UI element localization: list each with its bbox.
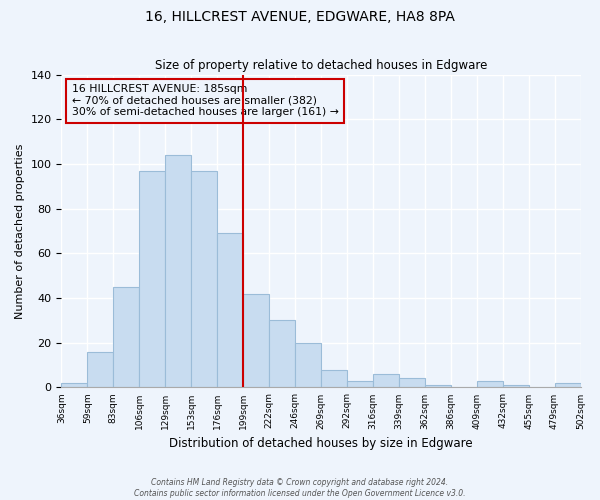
Bar bbox=[399, 378, 425, 388]
Bar bbox=[88, 352, 113, 388]
Bar bbox=[321, 370, 347, 388]
Bar bbox=[295, 342, 321, 388]
Bar bbox=[217, 233, 243, 388]
Bar bbox=[503, 385, 529, 388]
Y-axis label: Number of detached properties: Number of detached properties bbox=[15, 144, 25, 318]
Bar bbox=[373, 374, 399, 388]
Text: 16, HILLCREST AVENUE, EDGWARE, HA8 8PA: 16, HILLCREST AVENUE, EDGWARE, HA8 8PA bbox=[145, 10, 455, 24]
Bar bbox=[139, 170, 165, 388]
Bar bbox=[347, 380, 373, 388]
Title: Size of property relative to detached houses in Edgware: Size of property relative to detached ho… bbox=[155, 59, 487, 72]
Bar bbox=[191, 170, 217, 388]
Bar bbox=[243, 294, 269, 388]
Text: 16 HILLCREST AVENUE: 185sqm
← 70% of detached houses are smaller (382)
30% of se: 16 HILLCREST AVENUE: 185sqm ← 70% of det… bbox=[72, 84, 338, 117]
Bar bbox=[476, 380, 503, 388]
Bar bbox=[113, 287, 139, 388]
Bar bbox=[165, 155, 191, 388]
Bar bbox=[61, 383, 88, 388]
Bar bbox=[425, 385, 451, 388]
Text: Contains HM Land Registry data © Crown copyright and database right 2024.
Contai: Contains HM Land Registry data © Crown c… bbox=[134, 478, 466, 498]
Bar bbox=[269, 320, 295, 388]
Bar bbox=[554, 383, 581, 388]
X-axis label: Distribution of detached houses by size in Edgware: Distribution of detached houses by size … bbox=[169, 437, 473, 450]
